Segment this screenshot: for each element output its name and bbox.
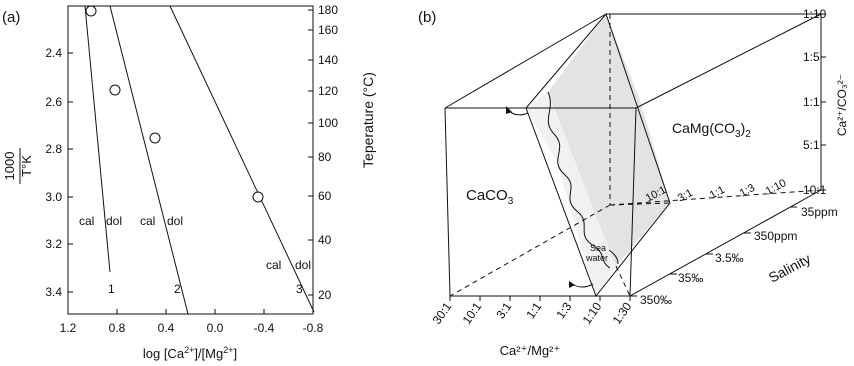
- line-label-1: 1: [108, 282, 115, 296]
- right-axis-tick: 1:1: [803, 95, 820, 109]
- salinity-axis: 35ppm 350ppm 3.5‰ 35‰ 350‰ Salinity: [630, 205, 838, 307]
- panel-a: (a) 2.4 2.6 2.8 3.0 3.2 3.4 1000 T°K: [2, 3, 376, 361]
- panel-a-label: (a): [2, 9, 20, 26]
- box-edge: [444, 107, 451, 297]
- right-axis-tick: 5:1: [803, 138, 820, 152]
- boundary-line-3: [169, 5, 315, 313]
- right-y-tick: 160: [318, 23, 338, 37]
- left-y-tick: 3.0: [45, 190, 62, 204]
- salinity-tick: 35‰: [678, 271, 703, 285]
- inner-tick: 1:1: [708, 184, 727, 202]
- x-tick: -0.4: [254, 321, 275, 335]
- arrow-curve: [507, 109, 529, 116]
- x-tick: 0.0: [207, 321, 224, 335]
- seawater-plane-light: [526, 92, 616, 296]
- region-dol-1: dol: [106, 214, 122, 228]
- arrow-head: [569, 281, 575, 288]
- arrow-head: [506, 106, 512, 114]
- data-point: [85, 5, 97, 17]
- bottom-tick: 1:10: [580, 299, 605, 326]
- right-y-tick: 100: [318, 116, 338, 130]
- box-edge: [629, 189, 822, 297]
- bottom-tick: 1:30: [610, 299, 635, 326]
- data-point: [149, 132, 161, 144]
- right-axis-tick: 10:1: [803, 183, 827, 197]
- x-tick: 1.2: [60, 321, 77, 335]
- right-y-tick: 180: [318, 3, 338, 17]
- region-cal-1: cal: [79, 214, 94, 228]
- region-dol-2: dol: [167, 214, 183, 228]
- right-y-tick: 60: [318, 189, 332, 203]
- bottom-tick: 30:1: [430, 299, 455, 326]
- inner-tick: 1:10: [764, 177, 789, 198]
- seawater-label-1: Sea: [590, 243, 606, 253]
- x-tick: 0.4: [158, 321, 175, 335]
- line-label-3: 3: [296, 282, 303, 296]
- bottom-tick: 10:1: [460, 299, 485, 326]
- salinity-tick: 3.5‰: [715, 251, 744, 265]
- panel-b: (b) CaCO3 CaMg(CO3)2 S: [418, 7, 849, 358]
- salinity-tick: 350‰: [640, 293, 672, 307]
- right-y-tick: 80: [318, 150, 332, 164]
- data-point: [109, 84, 121, 96]
- left-y-label-top: 1000: [2, 152, 17, 181]
- left-y-tick: 3.4: [45, 285, 62, 299]
- x-tick: -0.8: [303, 321, 324, 335]
- bottom-axis-label: Ca²⁺/Mg²⁺: [500, 343, 561, 358]
- inner-tick: 3:1: [676, 187, 695, 205]
- left-y-axis: 2.4 2.6 2.8 3.0 3.2 3.4: [45, 46, 73, 299]
- bottom-tick: 1:3: [553, 299, 574, 321]
- boundary-line-1: [84, 5, 111, 273]
- left-y-tick: 3.2: [45, 237, 62, 251]
- arrow-curve: [571, 283, 594, 288]
- left-y-tick: 2.4: [45, 46, 62, 60]
- right-axis-tick: 1:5: [803, 50, 820, 64]
- seawater-plane-outline: [525, 13, 671, 298]
- inner-tick: 1:3: [738, 182, 757, 200]
- x-label: log [Ca2+]/[Mg2+]: [143, 345, 237, 361]
- x-axis: 1.2 0.8 0.4 0.0 -0.4 -0.8 log [Ca2+]/[Mg…: [60, 309, 324, 361]
- right-y-tick: 140: [318, 53, 338, 67]
- bottom-tick: 1:1: [523, 299, 544, 321]
- left-y-tick: 2.6: [45, 95, 62, 109]
- region-cal-2: cal: [140, 214, 155, 228]
- seawater-wavy-curve: [547, 91, 611, 269]
- right-y-label: Teperature (°C): [360, 72, 376, 168]
- left-y-tick: 2.8: [45, 142, 62, 156]
- caco3-label: CaCO3: [466, 187, 514, 207]
- right-y-tick: 40: [318, 233, 332, 247]
- left-y-label: 1000 T°K: [2, 148, 34, 184]
- right-axis-tick: 1:10: [803, 7, 827, 21]
- boundary-line-2: [109, 5, 189, 315]
- inner-floor-line: [609, 202, 671, 206]
- salinity-tick: 350ppm: [754, 229, 797, 243]
- camg-label: CaMg(CO3)2: [672, 120, 751, 140]
- panel-b-label: (b): [418, 9, 436, 26]
- right-y-tick: 120: [318, 84, 338, 98]
- box-edge: [444, 13, 607, 109]
- box-edge: [635, 13, 822, 109]
- box-edge: [629, 107, 637, 297]
- x-tick: 0.8: [109, 321, 126, 335]
- inner-floor-line: [615, 265, 631, 297]
- bottom-axis: 30:1 10:1 3:1 1:1 1:3 1:10 1:30 Ca²⁺/Mg²…: [430, 296, 635, 358]
- right-axis-label: Ca²⁺/CO₃²⁻: [835, 74, 849, 136]
- bottom-tick: 3:1: [493, 299, 514, 321]
- right-y-tick: 20: [318, 288, 332, 302]
- region-dol-3: dol: [295, 258, 311, 272]
- data-point: [252, 191, 264, 203]
- left-y-label-bottom: T°K: [19, 155, 34, 177]
- region-cal-3: cal: [266, 258, 281, 272]
- seawater-pointer: [608, 249, 619, 265]
- line-label-2: 2: [174, 282, 181, 296]
- salinity-tick: 35ppm: [801, 205, 838, 219]
- salinity-label: Salinity: [766, 250, 813, 285]
- panel-a-frame: [67, 5, 314, 315]
- seawater-label-2: water: [585, 253, 608, 263]
- right-y-axis: 180 160 140 120 100 80 60 40 20 Teperatu…: [308, 3, 376, 302]
- right-axis: 1:10 1:5 1:1 5:1 10:1 Ca²⁺/CO₃²⁻: [803, 7, 849, 197]
